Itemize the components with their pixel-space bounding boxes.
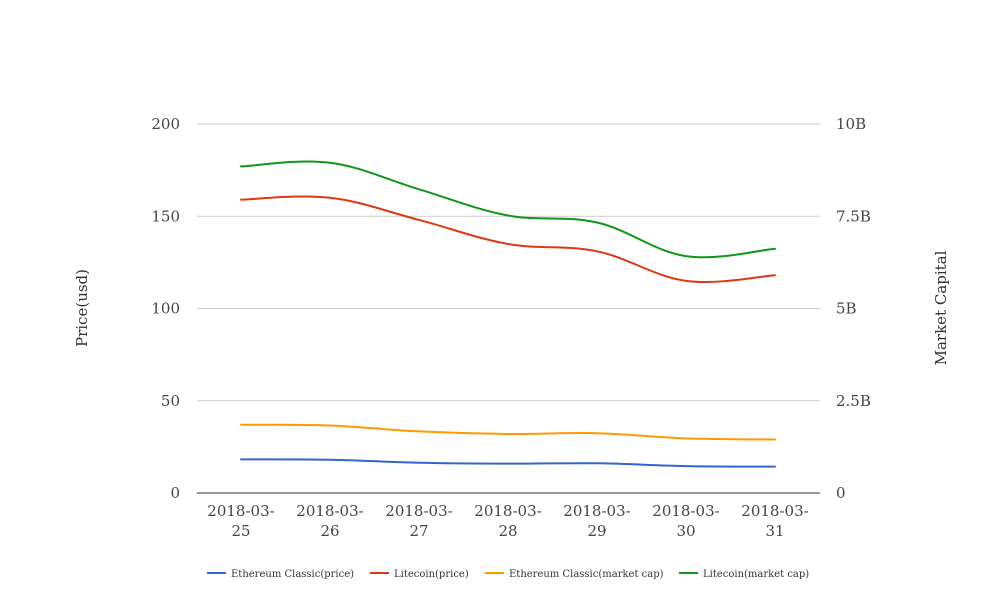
right-tick-label: 0 xyxy=(836,484,846,502)
legend-label: Litecoin(price) xyxy=(394,569,469,580)
right-tick-label: 7.5B xyxy=(836,207,871,225)
right-axis-ticks: 0 2.5B 5B 7.5B 10B xyxy=(836,115,871,502)
legend-label: Ethereum Classic(price) xyxy=(231,569,354,580)
x-tick-label: 2018-03-26 xyxy=(296,502,363,540)
legend-label: Ethereum Classic(market cap) xyxy=(509,569,664,580)
series-line-1 xyxy=(240,458,776,468)
x-axis-ticks: 2018-03-25 2018-03-26 2018-03-27 2018-03-28… xyxy=(207,502,808,540)
left-tick-label: 100 xyxy=(151,300,180,318)
right-tick-label: 2.5B xyxy=(836,392,871,410)
series-line-2 xyxy=(240,195,776,284)
series-line-3 xyxy=(240,423,776,441)
legend-label: Litecoin(market cap) xyxy=(703,569,809,580)
series-lines xyxy=(240,160,776,468)
left-tick-label: 0 xyxy=(170,484,180,502)
left-tick-label: 200 xyxy=(151,115,180,133)
left-tick-label: 150 xyxy=(151,207,180,225)
x-tick-label: 2018-03-27 xyxy=(385,502,452,540)
right-tick-label: 5B xyxy=(836,300,857,318)
x-tick-label: 2018-03-30 xyxy=(652,502,719,540)
right-tick-label: 10B xyxy=(836,115,866,133)
x-tick-label: 2018-03-25 xyxy=(207,502,274,540)
left-axis-title: Price(usd) xyxy=(73,269,91,347)
x-tick-label: 2018-03-29 xyxy=(563,502,630,540)
left-tick-label: 50 xyxy=(161,392,180,410)
left-axis-ticks: 0 50 100 150 200 xyxy=(151,115,180,502)
gridlines xyxy=(197,123,820,494)
legend: Ethereum Classic(price) Litecoin(price) Et… xyxy=(207,569,809,580)
x-tick-label: 2018-03-28 xyxy=(474,502,541,540)
right-axis-title: Market Capital xyxy=(932,250,950,365)
x-tick-label: 2018-03-31 xyxy=(741,502,808,540)
series-line-4 xyxy=(240,160,776,259)
